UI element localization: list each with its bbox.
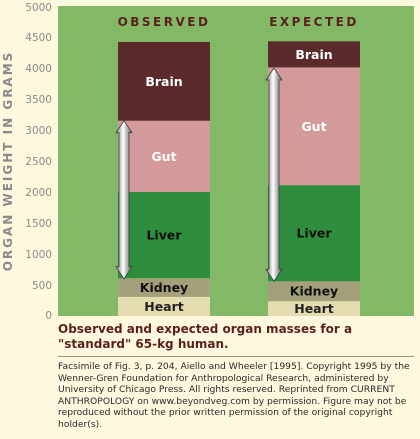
bar-segment-liver <box>268 185 360 282</box>
segment-label: Kidney <box>140 280 188 295</box>
bar-segment-heart <box>268 301 360 316</box>
segment-label: Gut <box>151 149 176 164</box>
bar-segment-brain <box>118 41 210 121</box>
y-tick-label: 0 <box>45 310 52 320</box>
figure-caption: Observed and expected organ masses for a… <box>58 322 353 351</box>
category-label: OBSERVED <box>118 15 211 29</box>
y-tick-label: 5000 <box>25 2 52 14</box>
organ-mass-chart: 0 500 1000 1500 2000 2500 3000 3500 4000 4500 5000… <box>1 2 414 320</box>
y-axis-title: ORGAN WEIGHT IN GRAMS <box>1 51 15 272</box>
category-label: EXPECTED <box>269 15 359 29</box>
plot-area <box>58 6 414 316</box>
range-arrows <box>115 67 283 283</box>
bar-segment-brain <box>268 41 360 68</box>
segment-label: Liver <box>146 228 182 243</box>
y-tick-label: 4000 <box>25 63 52 75</box>
divider <box>58 356 414 357</box>
bar-segment-gut <box>118 120 210 192</box>
stacked-bars: OBSERVED Heart Kidney Liver Gut Brain EXPECTED… <box>118 15 360 316</box>
segment-label: Brain <box>295 47 332 62</box>
bar-segment-heart <box>118 296 210 316</box>
y-tick-label: 2500 <box>25 156 52 168</box>
bar-segment-kidney <box>268 281 360 302</box>
bar-segment-liver <box>118 192 210 279</box>
double-arrow-icon <box>115 119 133 280</box>
y-tick-label: 2000 <box>25 187 52 199</box>
y-tick-label: 1000 <box>25 249 52 261</box>
segment-label: Gut <box>301 119 326 134</box>
segment-label: Brain <box>145 74 182 89</box>
y-axis: 0 500 1000 1500 2000 2500 3000 3500 4000 4500 5000 <box>25 2 52 320</box>
y-tick-label: 500 <box>32 280 52 292</box>
bar-segment-kidney <box>118 278 210 297</box>
double-arrow-icon <box>265 67 283 283</box>
y-tick-label: 3000 <box>25 125 52 137</box>
segment-label: Heart <box>294 301 334 316</box>
y-tick-label: 3500 <box>25 94 52 106</box>
segment-label: Kidney <box>290 284 338 299</box>
segment-label: Liver <box>296 226 332 241</box>
bar-segment-gut <box>268 67 360 186</box>
y-tick-label: 1500 <box>25 218 52 230</box>
segment-label: Heart <box>144 299 184 314</box>
copyright-credit: Facsimile of Fig. 3, p. 204, Aiello and … <box>58 361 410 430</box>
y-tick-label: 4500 <box>25 32 52 44</box>
